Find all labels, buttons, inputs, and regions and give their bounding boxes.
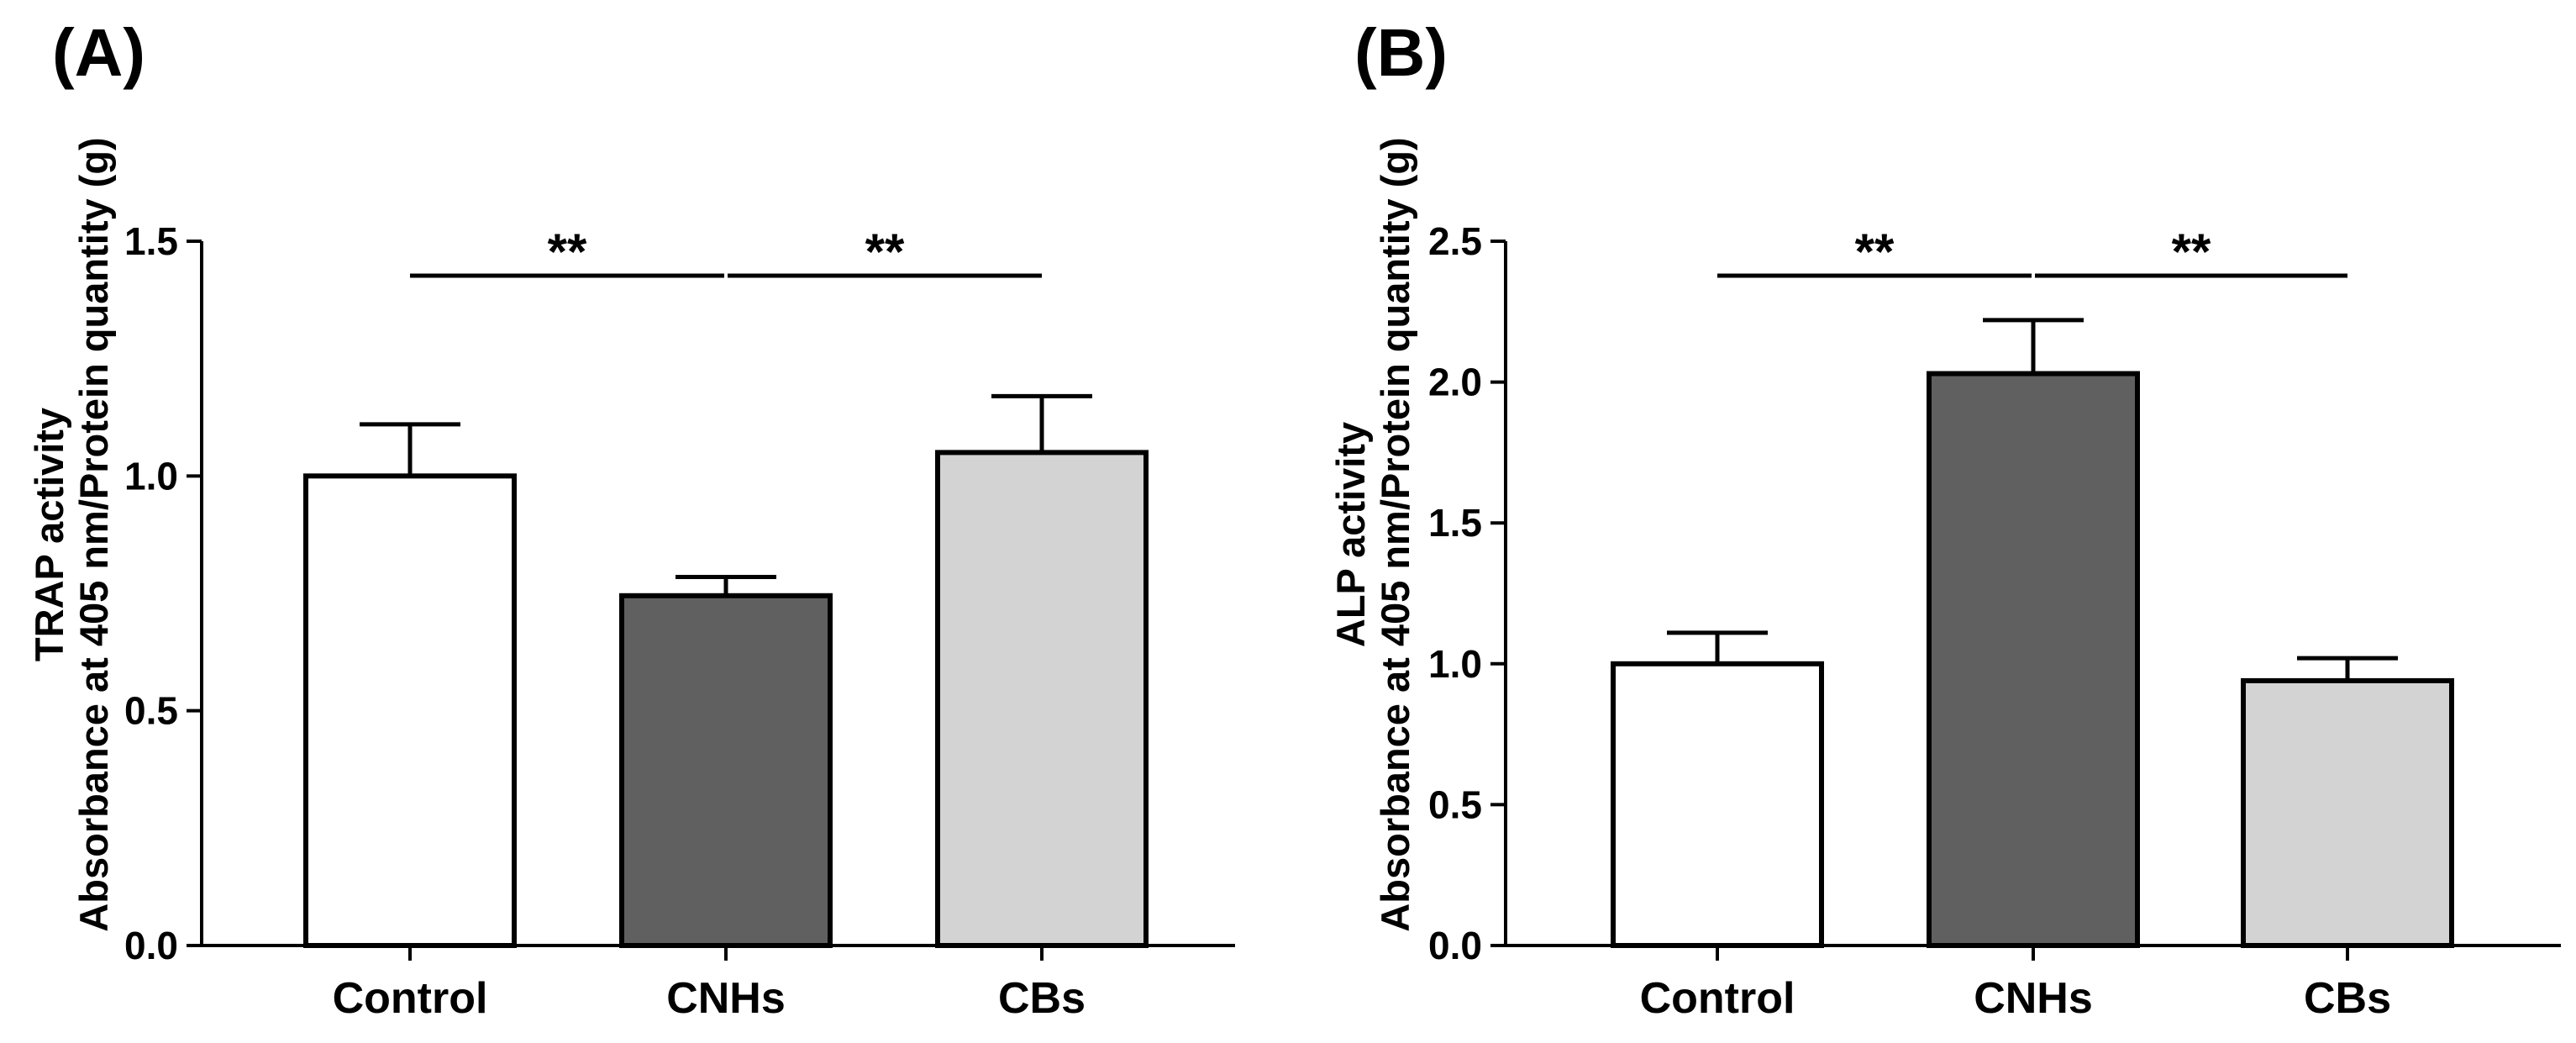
- chart-panel-b: (B) ALP activity Absorbance at 405 nm/Pr…: [1328, 15, 2561, 1023]
- significance-label-b-1: **: [2172, 224, 2211, 280]
- y-tick-label-b-0: 0.0: [1428, 924, 1482, 967]
- significance-label-a-1: **: [865, 224, 905, 280]
- x-tick-label-b-cbs: CBs: [2304, 974, 2391, 1023]
- y-tick-label-b-2: 1.0: [1428, 642, 1482, 686]
- marks-a: 0.0 0.5 1.0 1.5 Control CNHs CBs ** **: [124, 219, 1235, 1023]
- y-tick-label-b-4: 2.0: [1428, 361, 1482, 404]
- y-tick-label-a-2: 1.0: [124, 454, 178, 498]
- y-axis-label-line1-b: ALP activity: [1328, 422, 1373, 647]
- panel-label-a: (A): [52, 15, 145, 90]
- significance-label-a-0: **: [548, 224, 587, 280]
- y-tick-label-a-1: 0.5: [124, 689, 178, 733]
- bar-b-control: [1611, 661, 1824, 948]
- significance-label-b-0: **: [1855, 224, 1895, 280]
- x-tick-label-a-control: Control: [333, 974, 488, 1023]
- x-tick-label-a-cbs: CBs: [998, 974, 1086, 1023]
- y-tick-label-b-5: 2.5: [1428, 219, 1482, 263]
- y-tick-label-b-3: 1.5: [1428, 501, 1482, 545]
- x-tick-label-a-cnhs: CNHs: [666, 974, 786, 1023]
- marks-b: 0.0 0.5 1.0 1.5 2.0 2.5 Control CNHs CBs ** **: [1428, 219, 2561, 1023]
- bar-b-cnhs: [1927, 371, 2140, 948]
- y-axis-label-line2-a: Absorbance at 405 nm/Protein quantity (g…: [71, 137, 116, 931]
- y-tick-label-a-3: 1.5: [124, 219, 178, 263]
- bar-a-cbs: [935, 450, 1149, 948]
- chart-panel-a: (A) TRAP activity Absorbance at 405 nm/P…: [27, 15, 1235, 1023]
- x-tick-label-b-control: Control: [1640, 974, 1795, 1023]
- y-axis-label-line2-b: Absorbance at 405 nm/Protein quantity (g…: [1373, 137, 1417, 931]
- y-axis-label-line1-a: TRAP activity: [27, 408, 71, 661]
- bar-a-cnhs: [619, 593, 833, 948]
- x-tick-label-b-cnhs: CNHs: [1974, 974, 2093, 1023]
- bar-a-control: [303, 473, 517, 948]
- panel-label-b: (B): [1354, 15, 1448, 90]
- y-tick-label-b-1: 0.5: [1428, 782, 1482, 826]
- y-tick-label-a-0: 0.0: [124, 924, 178, 967]
- bar-b-cbs: [2241, 677, 2454, 948]
